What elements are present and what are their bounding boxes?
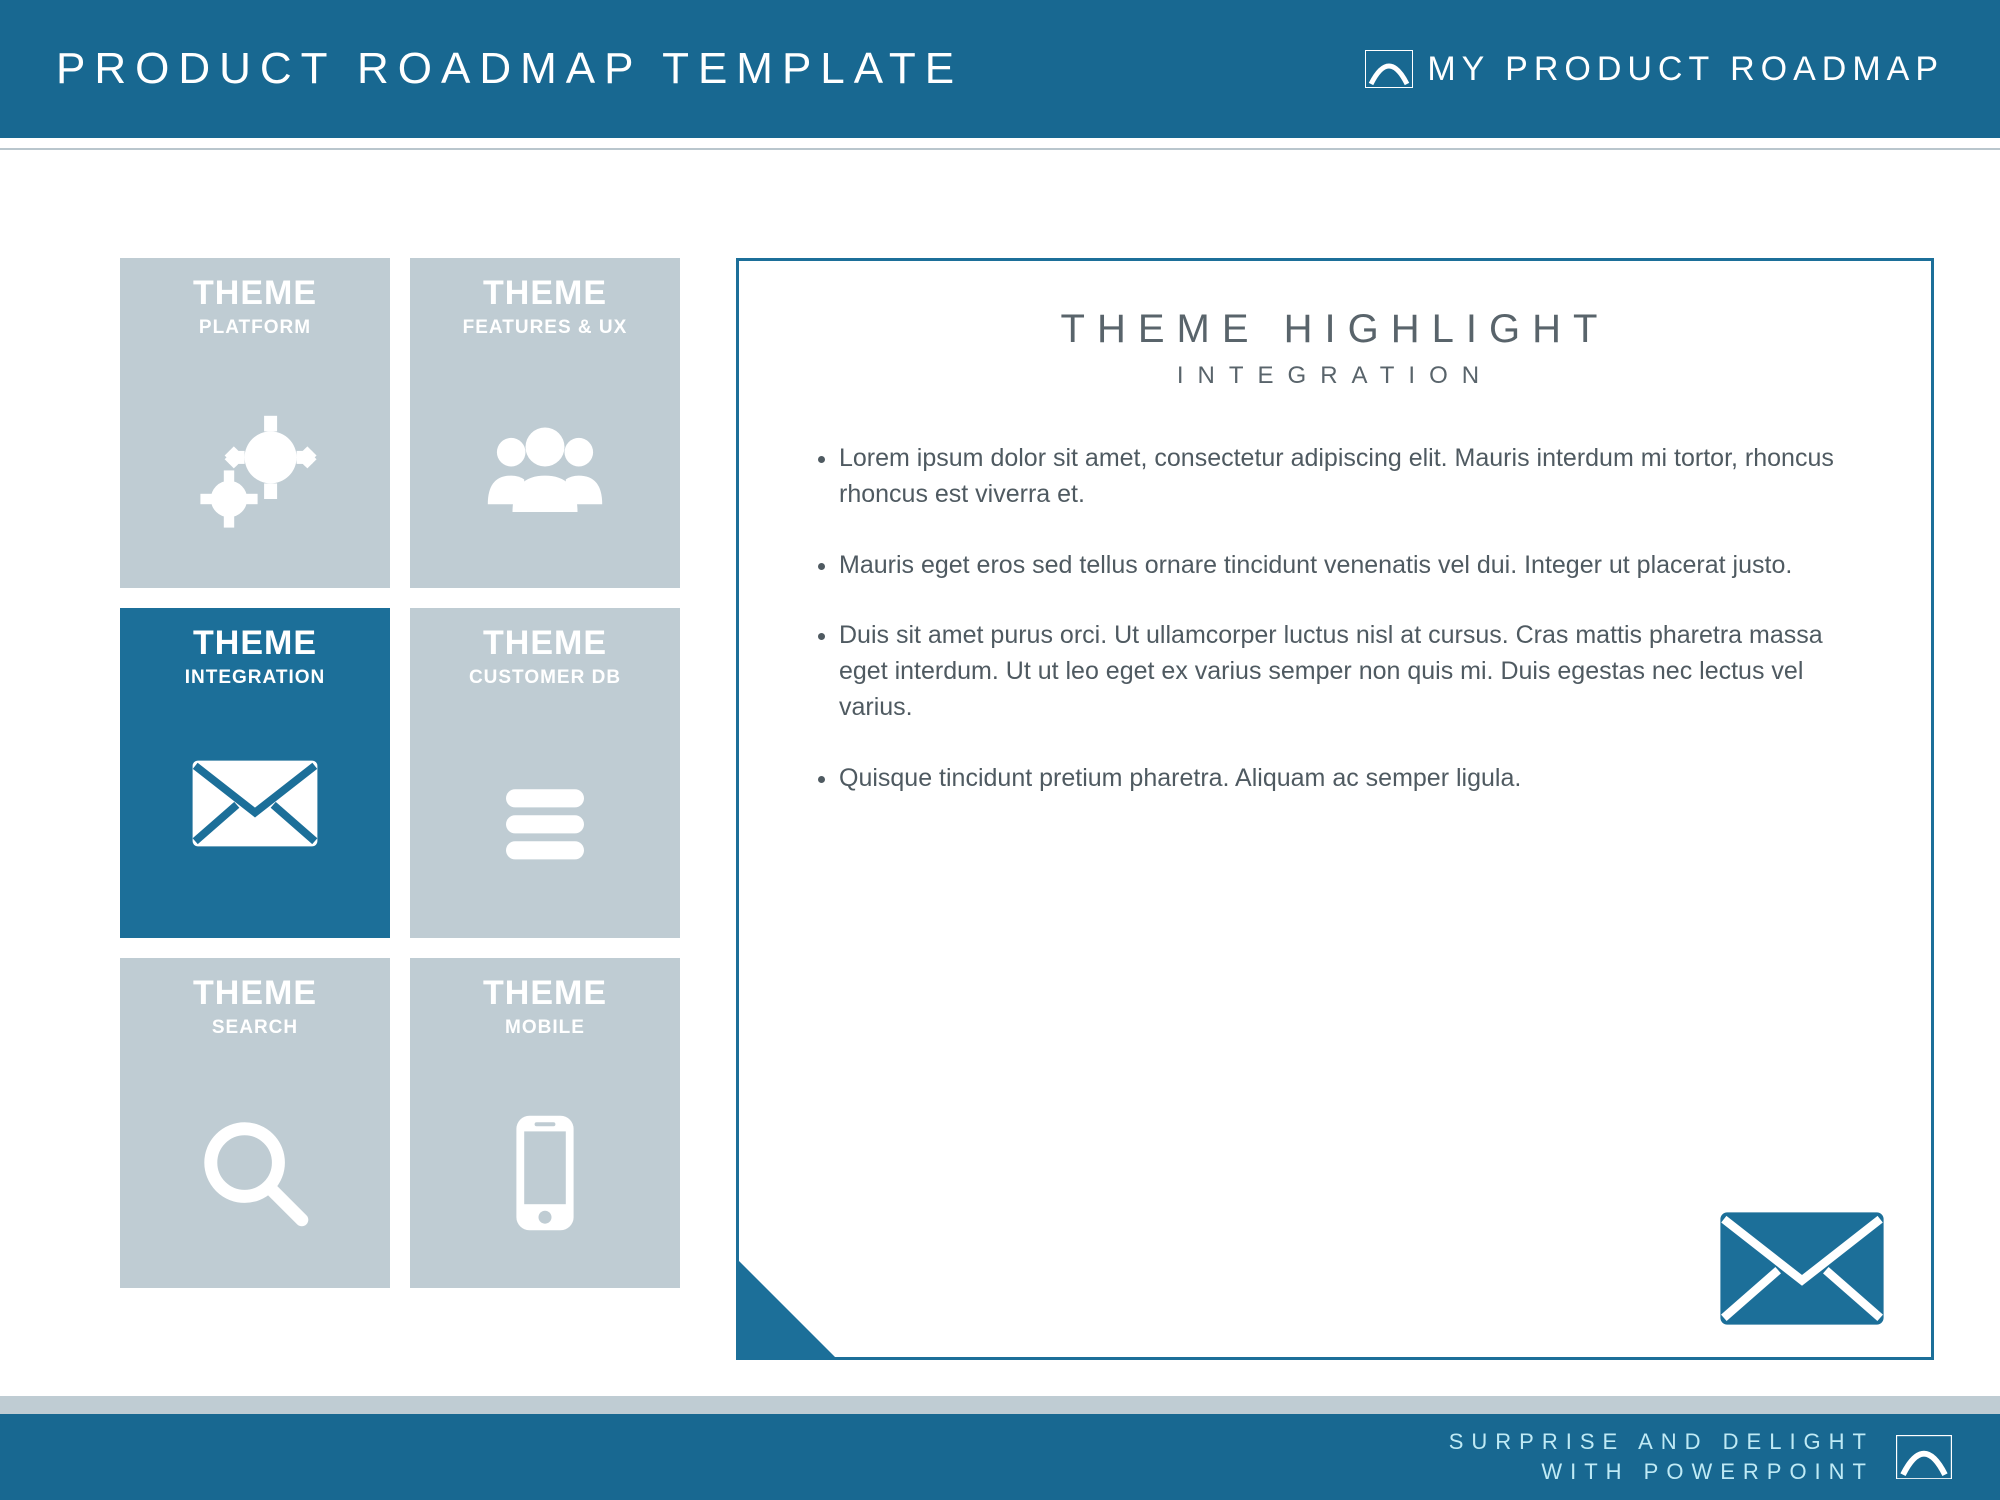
header-bar: PRODUCT ROADMAP TEMPLATE MY PRODUCT ROAD… — [0, 0, 2000, 138]
theme-tile-grid: THEME PLATFORM THEME FEATURES & UX THEME INTE… — [120, 258, 680, 1360]
tile-subtitle: MOBILE — [505, 1017, 585, 1039]
highlight-subtitle: INTEGRATION — [799, 362, 1871, 390]
tile-subtitle: SEARCH — [212, 1017, 298, 1039]
tile-subtitle: FEATURES & UX — [463, 317, 628, 339]
footer-bar: SURPRISE AND DELIGHT WITH POWERPOINT — [0, 1414, 2000, 1500]
tile-title: THEME — [483, 974, 607, 1013]
tile-subtitle: INTEGRATION — [185, 667, 325, 689]
tile-subtitle: CUSTOMER DB — [469, 667, 621, 689]
highlight-bullet: Lorem ipsum dolor sit amet, consectetur … — [839, 440, 1871, 513]
theme-tile-platform[interactable]: THEME PLATFORM — [120, 258, 390, 588]
highlight-bullets: Lorem ipsum dolor sit amet, consectetur … — [799, 440, 1871, 796]
footer-line1: SURPRISE AND DELIGHT — [1449, 1427, 1874, 1457]
brand-text: MY PRODUCT ROADMAP — [1427, 50, 1944, 89]
tile-title: THEME — [483, 274, 607, 313]
list-icon — [480, 758, 610, 888]
highlight-bullet: Quisque tincidunt pretium pharetra. Aliq… — [839, 760, 1871, 796]
theme-tile-features-ux[interactable]: THEME FEATURES & UX — [410, 258, 680, 588]
highlight-panel: THEME HIGHLIGHT INTEGRATION Lorem ipsum … — [736, 258, 1934, 1360]
tile-title: THEME — [483, 624, 607, 663]
theme-tile-integration[interactable]: THEME INTEGRATION — [120, 608, 390, 938]
content: THEME PLATFORM THEME FEATURES & UX THEME INTE… — [120, 258, 1934, 1360]
brand: MY PRODUCT ROADMAP — [1365, 50, 1944, 89]
header-divider — [0, 148, 2000, 150]
theme-tile-mobile[interactable]: THEME MOBILE — [410, 958, 680, 1288]
people-icon — [480, 408, 610, 538]
highlight-title: THEME HIGHLIGHT — [799, 307, 1871, 352]
page-title: PRODUCT ROADMAP TEMPLATE — [56, 44, 963, 94]
gears-icon — [190, 408, 320, 538]
highlight-bullet: Mauris eget eros sed tellus ornare tinci… — [839, 547, 1871, 583]
theme-tile-search[interactable]: THEME SEARCH — [120, 958, 390, 1288]
tile-title: THEME — [193, 624, 317, 663]
highlight-mail-icon — [1717, 1209, 1887, 1329]
theme-tile-customer-db[interactable]: THEME CUSTOMER DB — [410, 608, 680, 938]
panel-corner-accent — [739, 1261, 835, 1357]
footer-accent-bar — [0, 1396, 2000, 1414]
tile-title: THEME — [193, 974, 317, 1013]
tile-subtitle: PLATFORM — [199, 317, 311, 339]
search-icon — [190, 1108, 320, 1238]
footer-road-icon — [1896, 1435, 1952, 1479]
footer-text: SURPRISE AND DELIGHT WITH POWERPOINT — [1449, 1427, 1874, 1486]
highlight-bullet: Duis sit amet purus orci. Ut ullamcorper… — [839, 617, 1871, 726]
brand-road-icon — [1365, 50, 1413, 88]
phone-icon — [480, 1108, 610, 1238]
tile-title: THEME — [193, 274, 317, 313]
mail-icon — [190, 758, 320, 888]
footer-line2: WITH POWERPOINT — [1449, 1457, 1874, 1487]
